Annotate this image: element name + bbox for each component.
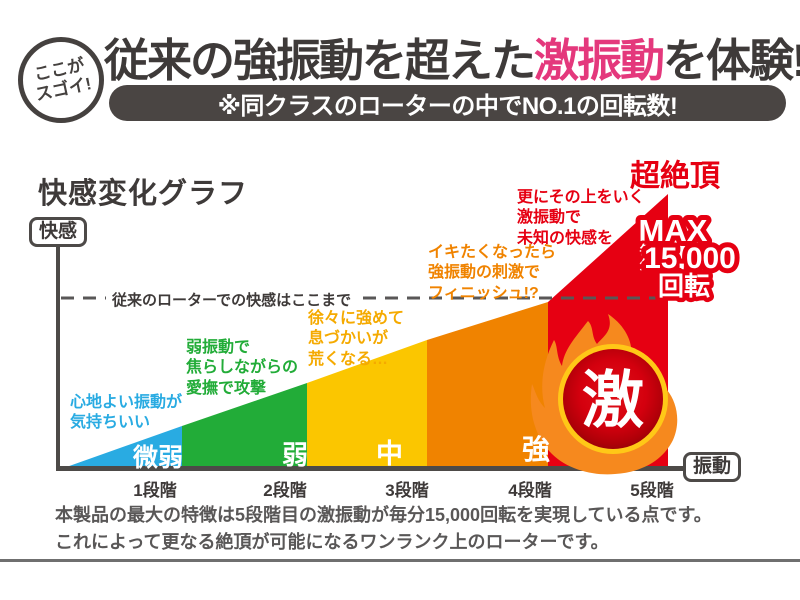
max-rpm-badge: MAX 毎 分 15,000 回転 — [634, 208, 741, 306]
stage-area-2 — [182, 383, 307, 470]
annotation-stage-3: 徐々に強めて 息づかいが 荒くなる… — [308, 309, 404, 370]
strip-label-4: 強 — [522, 434, 551, 465]
max-badge-max: MAX — [639, 213, 708, 248]
geki-circle — [563, 349, 663, 449]
stage-area-4 — [427, 302, 548, 470]
main-headline: 従来の強振動を超えた激振動を体験!! — [104, 24, 800, 89]
flame-emblem: 激 — [530, 314, 678, 475]
annotation-line: 未知の快感を — [517, 229, 614, 247]
x-axis-line — [56, 466, 684, 471]
annotation-line: 心地よい振動が — [70, 394, 183, 411]
annotation-line: 弱振動で — [186, 339, 251, 356]
x-axis-label: 振動 — [683, 452, 742, 482]
annotation-line: 更にその上をいく — [517, 189, 645, 206]
footer-description-line-2: これによって更なる絶頂が可能になるワンランク上のローターです。 — [55, 532, 609, 552]
step-label-1: 1段階 — [133, 481, 177, 500]
annotation-line: フィニッシュ!? — [428, 284, 539, 302]
max-badge-value: 15,000 — [644, 242, 736, 275]
step-label-5: 5段階 — [630, 481, 674, 500]
step-label-2: 2段階 — [263, 481, 307, 500]
chart-title: 快感変化グラフ — [38, 178, 249, 210]
peak-label: 超絶頂 — [630, 160, 720, 193]
threshold-label: 従来のローターでの快感はここまで — [112, 292, 352, 309]
strip-label-1: 微弱 — [133, 444, 184, 472]
annotation-line: 激振動で — [517, 209, 582, 227]
max-badge-prefix-1: 毎 — [639, 243, 652, 258]
headline-highlight: 激振動 — [534, 35, 665, 86]
stage-area-3 — [307, 340, 427, 470]
annotation-line: 徐々に強めて — [308, 310, 405, 327]
step-label-3: 3段階 — [385, 481, 429, 500]
highlight-badge: ここが スゴイ! — [18, 37, 104, 123]
annotation-line: 息づかいが — [308, 330, 389, 348]
annotation-line: イキたくなったら — [428, 244, 557, 261]
max-badge-unit: 回転 — [658, 271, 710, 301]
subtitle-bar: ※同クラスのローターの中でNO.1の回転数! — [109, 85, 786, 121]
subtitle-bar-text: ※同クラスのローターの中でNO.1の回転数! — [217, 92, 678, 120]
headline-post: を体験!! — [663, 35, 800, 86]
annotation-line: 強振動の刺激で — [428, 264, 541, 282]
annotation-line: 気持ちいい — [70, 414, 151, 432]
annotation-line: 愛撫で攻撃 — [186, 379, 267, 397]
strip-label-2: 弱 — [282, 440, 309, 470]
stage-area-1 — [58, 426, 182, 470]
annotation-line: 焦らしながらの — [186, 359, 299, 377]
footer-description-line-1: 本製品の最大の特徴は5段階目の激振動が毎分15,000回転を実現している点です。 — [55, 505, 712, 525]
annotation-stage-5: 更にその上をいく 激振動で 未知の快感を — [517, 188, 645, 249]
strip-label-3: 中 — [376, 439, 403, 469]
annotation-stage-4: イキたくなったら 強振動の刺激で フィニッシュ!? — [428, 243, 556, 304]
max-badge-prefix-2: 分 — [639, 257, 652, 272]
annotation-stage-1: 心地よい振動が 気持ちいい — [70, 393, 182, 434]
headline-pre: 従来の強振動を超えた — [104, 35, 536, 86]
y-axis-label: 快感 — [29, 217, 88, 247]
annotation-stage-2: 弱振動で 焦らしながらの 愛撫で攻撃 — [186, 338, 298, 399]
step-label-4: 4段階 — [508, 481, 552, 500]
geki-symbol: 激 — [582, 367, 644, 436]
bottom-divider — [0, 559, 800, 562]
annotation-line: 荒くなる… — [308, 350, 389, 368]
